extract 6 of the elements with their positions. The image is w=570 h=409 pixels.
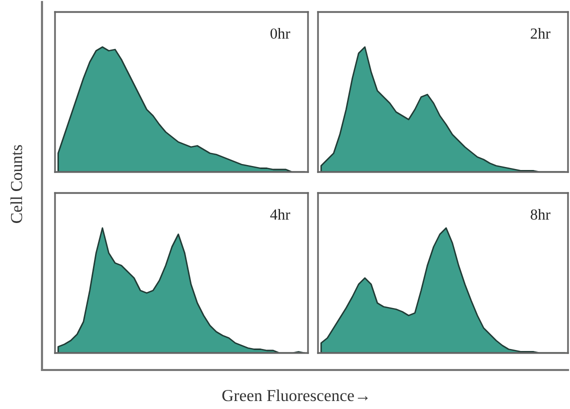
chart-title: 8hr bbox=[530, 209, 550, 220]
chart-title: 0hr bbox=[270, 28, 290, 39]
x-axis-title: Green Fluorescence→ bbox=[222, 389, 368, 402]
chart-title: 2hr bbox=[530, 28, 550, 39]
y-axis-title: Cell Counts bbox=[10, 145, 22, 223]
chart-title: 4hr bbox=[270, 209, 290, 220]
